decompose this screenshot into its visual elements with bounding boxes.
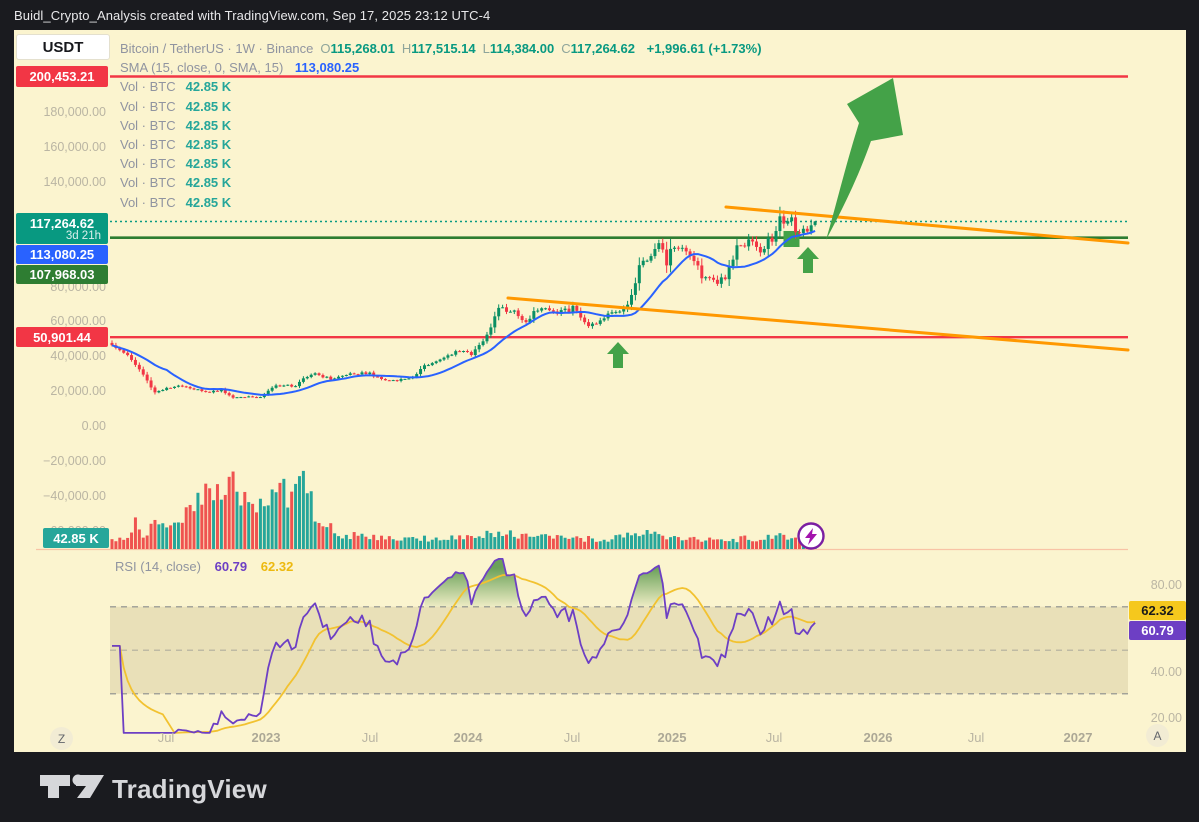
legend-volume-row[interactable]: Vol · BTC 42.85 K bbox=[120, 97, 762, 116]
change-value: +1,996.61 (+1.73%) bbox=[646, 41, 762, 56]
rsi-value: 60.79 bbox=[214, 559, 248, 574]
legend-symbol-row[interactable]: Bitcoin / TetherUS · 1W · Binance O115,26… bbox=[120, 39, 762, 58]
rsi-main-label: 60.79 bbox=[1129, 621, 1186, 640]
window-titlebar: Buidl_Crypto_Analysis created with Tradi… bbox=[0, 0, 1199, 30]
time-tick-label: Jul bbox=[361, 730, 379, 745]
price-tick-label: 60,000.00 bbox=[50, 314, 106, 328]
auto-scale-badge-label: A bbox=[1153, 728, 1162, 743]
timezone-badge-label: Z bbox=[57, 731, 66, 746]
rsi-legend[interactable]: RSI (14, close) 60.79 62.32 bbox=[115, 559, 293, 574]
footer-bar: TradingView bbox=[0, 752, 1199, 822]
price-tick-label: 140,000.00 bbox=[43, 175, 106, 189]
volume-row-label: Vol · BTC bbox=[120, 156, 176, 172]
rsi-ma-label: 62.32 bbox=[1129, 601, 1186, 620]
tradingview-logo-icon[interactable] bbox=[40, 774, 106, 800]
price-tick-label: 160,000.00 bbox=[43, 140, 106, 154]
price-label-sma-text: 113,080.25 bbox=[29, 247, 95, 262]
legend-volume-row[interactable]: Vol · BTC 42.85 K bbox=[120, 173, 762, 192]
price-label-200k: 200,453.21 bbox=[16, 66, 108, 87]
auto-scale-badge[interactable]: A bbox=[1146, 724, 1169, 747]
timezone-badge[interactable]: Z bbox=[50, 727, 73, 750]
price-label-support-text: 107,968.03 bbox=[29, 267, 95, 282]
symbol-description: Bitcoin / TetherUS · 1W · Binance bbox=[120, 41, 314, 56]
legend-volume-row[interactable]: Vol · BTC 42.85 K bbox=[120, 77, 762, 96]
volume-row-label: Vol · BTC bbox=[120, 175, 176, 191]
chart-legend[interactable]: Bitcoin / TetherUS · 1W · Binance O115,26… bbox=[120, 39, 762, 212]
volume-row-label: Vol · BTC bbox=[120, 136, 176, 152]
ohlc-value: 117,264.62 bbox=[570, 41, 635, 56]
price-tick-label: 20,000.00 bbox=[50, 384, 106, 398]
rsi-label: RSI (14, close) bbox=[115, 559, 201, 574]
volume-row-value: 42.85 K bbox=[185, 136, 232, 152]
time-tick-label: 2026 bbox=[863, 730, 893, 745]
tradingview-wordmark[interactable]: TradingView bbox=[112, 774, 267, 804]
ohlc-key: O bbox=[320, 41, 331, 56]
price-label-current: 117,264.62 3d 21h bbox=[16, 213, 108, 244]
ohlc-values: O115,268.01 H117,515.14 L114,384.00 C117,26… bbox=[313, 41, 635, 56]
volume-row-value: 42.85 K bbox=[185, 194, 232, 210]
legend-sma-row[interactable]: SMA (15, close, 0, SMA, 15) 113,080.25 bbox=[120, 58, 762, 77]
volume-row-label: Vol · BTC bbox=[120, 79, 176, 95]
price-tick-label: −40,000.00 bbox=[43, 489, 106, 503]
ohlc-value: 114,384.00 bbox=[489, 41, 555, 56]
symbol-search-box[interactable]: USDT bbox=[16, 34, 110, 60]
volume-row-label: Vol · BTC bbox=[120, 98, 176, 114]
ohlc-key: L bbox=[482, 41, 490, 56]
legend-volume-row[interactable]: Vol · BTC 42.85 K bbox=[120, 116, 762, 135]
volume-row-label: Vol · BTC bbox=[120, 117, 176, 133]
time-tick-label: Jul bbox=[765, 730, 783, 745]
volume-row-value: 42.85 K bbox=[185, 98, 232, 114]
price-label-support: 107,968.03 bbox=[16, 265, 108, 284]
price-tick-label: 0.00 bbox=[81, 419, 106, 433]
page-title: Buidl_Crypto_Analysis created with Tradi… bbox=[14, 7, 491, 23]
volume-value-label-text: 42.85 K bbox=[53, 530, 99, 546]
legend-volume-rows: Vol · BTC 42.85 K Vol · BTC 42.85 K Vol · BT… bbox=[120, 77, 762, 211]
price-label-200k-text: 200,453.21 bbox=[29, 69, 95, 84]
price-tick-label: −20,000.00 bbox=[43, 454, 106, 468]
legend-volume-row[interactable]: Vol · BTC 42.85 K bbox=[120, 193, 762, 212]
rsi-tick-label: 80.00 bbox=[1150, 578, 1182, 592]
ohlc-key: H bbox=[401, 41, 412, 56]
volume-row-value: 42.85 K bbox=[185, 175, 232, 191]
rsi-tick-label: 20.00 bbox=[1150, 711, 1182, 725]
price-tick-label: 40,000.00 bbox=[50, 349, 106, 363]
ohlc-value: 115,268.01 bbox=[330, 41, 395, 56]
volume-row-label: Vol · BTC bbox=[120, 194, 176, 210]
time-tick-label: 2024 bbox=[453, 730, 483, 745]
ohlc-value: 117,515.14 bbox=[411, 41, 476, 56]
volume-row-value: 42.85 K bbox=[185, 156, 232, 172]
time-tick-label: 2023 bbox=[251, 730, 281, 745]
sma-value: 113,080.25 bbox=[294, 60, 360, 76]
time-tick-label: 2025 bbox=[657, 730, 687, 745]
sma-label: SMA (15, close, 0, SMA, 15) bbox=[120, 60, 284, 76]
price-tick-label: 180,000.00 bbox=[43, 105, 106, 119]
time-tick-label: 2027 bbox=[1063, 730, 1093, 745]
price-label-current-text: 117,264.62 bbox=[29, 215, 95, 231]
legend-volume-row[interactable]: Vol · BTC 42.85 K bbox=[120, 154, 762, 173]
symbol-quote-currency: USDT bbox=[42, 38, 84, 56]
ohlc-key: C bbox=[561, 41, 571, 56]
countdown-timer: 3d 21h bbox=[65, 229, 101, 242]
time-tick-label: Jul bbox=[563, 730, 581, 745]
price-label-sma: 113,080.25 bbox=[16, 245, 108, 264]
legend-volume-row[interactable]: Vol · BTC 42.85 K bbox=[120, 135, 762, 154]
time-tick-label: Jul bbox=[967, 730, 985, 745]
price-label-50k: 50,901.44 bbox=[16, 327, 108, 347]
time-tick-label: Jul bbox=[157, 730, 175, 745]
volume-row-value: 42.85 K bbox=[185, 79, 232, 95]
volume-row-value: 42.85 K bbox=[185, 117, 232, 133]
rsi-tick-label: 40.00 bbox=[1150, 665, 1182, 679]
volume-value-label: 42.85 K bbox=[43, 528, 109, 548]
price-label-50k-text: 50,901.44 bbox=[33, 329, 91, 345]
rsi-ma-value: 62.32 bbox=[260, 559, 294, 574]
